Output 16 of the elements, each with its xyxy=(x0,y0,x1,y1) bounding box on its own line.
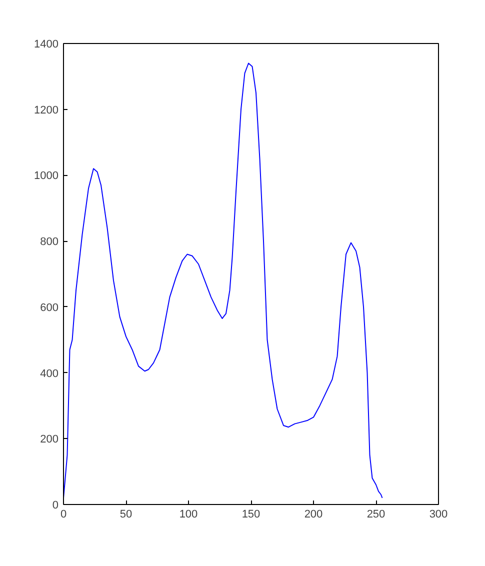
x-tick-label: 150 xyxy=(242,508,260,520)
line-series xyxy=(64,62,383,498)
x-tick-label: 250 xyxy=(366,508,386,520)
y-tick-label: 1000 xyxy=(34,170,59,182)
y-tick-label: 800 xyxy=(40,236,59,248)
y-tick-label: 600 xyxy=(40,302,59,314)
y-tick-label: 1400 xyxy=(34,38,59,50)
x-tick-label: 100 xyxy=(179,508,198,520)
x-tick-label: 50 xyxy=(120,508,132,520)
y-tick-label: 400 xyxy=(40,368,59,380)
y-tick-label: 200 xyxy=(40,434,59,446)
x-tick-label: 300 xyxy=(429,508,448,520)
x-tick-label: 200 xyxy=(304,508,323,520)
y-tick-label: 0 xyxy=(52,500,59,512)
y-tick-label: 1200 xyxy=(34,104,59,116)
x-tick-label: 0 xyxy=(60,508,67,520)
